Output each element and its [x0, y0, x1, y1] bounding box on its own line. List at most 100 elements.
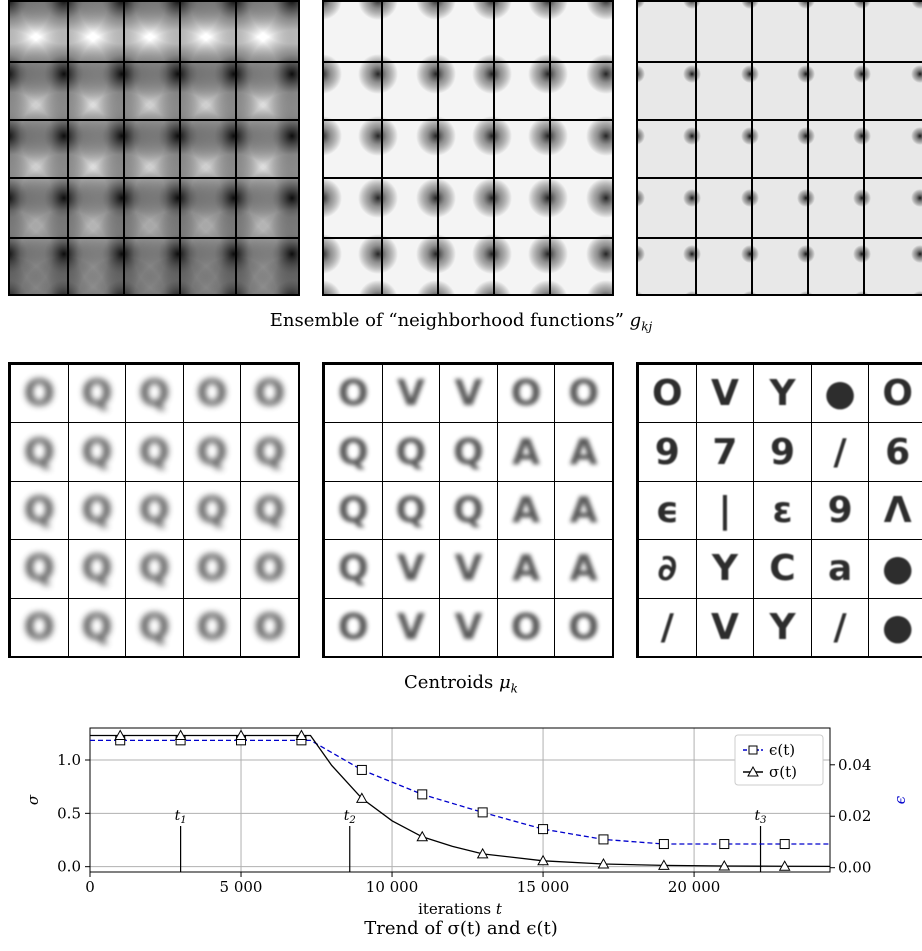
neighborhood-blob: [472, 234, 512, 274]
centroid-cell: Q: [67, 422, 127, 482]
neighborhood-blob: [324, 2, 342, 20]
centroid-glyph: 9: [654, 431, 680, 473]
chart-caption: Trend of σ(t) and ϵ(t): [364, 918, 558, 939]
neighborhood-blob: [358, 178, 398, 218]
centroid-cell: V: [381, 539, 441, 599]
sigma-marker: [355, 792, 368, 803]
neighborhood-blob: [797, 127, 815, 145]
centroid-glyph: O: [568, 606, 599, 648]
centroid-glyph: Q: [23, 431, 55, 473]
neighborhood-blob: [416, 2, 456, 20]
epsilon-marker: [658, 839, 669, 850]
plot-frame: [89, 727, 831, 873]
centroid-cell: Q: [67, 539, 127, 599]
neighborhood-blob: [853, 2, 871, 9]
centroid-cell: 7: [695, 422, 755, 482]
neighborhood-medium-image: [324, 2, 612, 294]
centroid-glyph: A: [512, 431, 541, 473]
centroid-cell: O: [10, 597, 69, 656]
centroid-cell: O: [182, 597, 242, 656]
neighborhood-blob: [358, 234, 398, 274]
sigma-marker: [658, 859, 670, 870]
neighborhood-blob: [741, 2, 759, 9]
series-line-epsilon: [90, 739, 830, 845]
centroid-cell: Q: [67, 597, 127, 656]
centroid-cell: O: [496, 364, 556, 424]
neighborhood-blob: [586, 54, 612, 94]
centroid-glyph: Q: [23, 548, 55, 590]
neighborhood-wide-image: [10, 2, 298, 294]
x-tick-label: 15 000: [517, 878, 570, 896]
neighborhood-blob: [528, 234, 568, 274]
neighborhood-blob: [586, 2, 612, 20]
neighborhood-blob: [683, 65, 701, 83]
neighborhood-blob: [911, 2, 922, 9]
legend-label: σ(t): [769, 763, 797, 781]
centroid-glyph: |: [718, 489, 732, 531]
epsilon-marker: [477, 807, 488, 818]
x-tick-label: 5 000: [220, 878, 263, 896]
centroid-cell: V: [439, 364, 498, 424]
centroid-cell: A: [554, 480, 612, 541]
centroid-cell: A: [554, 539, 612, 599]
neighborhood-blob: [911, 245, 922, 263]
neighborhood-blob: [248, 256, 298, 294]
centroid-cell: V: [439, 597, 498, 656]
neighborhood-blob: [638, 245, 645, 263]
centroid-cell: O: [182, 539, 242, 599]
centroid-cell: Q: [240, 480, 298, 541]
centroid-glyph: Q: [81, 606, 113, 648]
centroid-cell: V: [381, 364, 441, 424]
neighborhood-panel-1: [8, 0, 300, 296]
centroid-cell: /: [810, 422, 870, 482]
neighborhood-blob: [853, 65, 871, 83]
centroid-cell: Q: [10, 539, 69, 599]
annotation-label: t2: [344, 808, 356, 826]
neighborhood-blob: [586, 178, 612, 218]
neighborhood-blob: [358, 280, 398, 294]
centroid-cell: Q: [324, 539, 383, 599]
neighborhood-blob: [472, 2, 512, 20]
centroid-glyph: ∂: [657, 548, 678, 590]
sigma-marker: [174, 729, 187, 740]
centroid-cell: Q: [125, 539, 184, 599]
neighborhood-blob: [913, 291, 922, 294]
centroid-glyph: Q: [81, 431, 113, 473]
centroid-glyph: ●: [824, 373, 856, 415]
neighborhood-blob: [741, 127, 759, 145]
sigma-marker: [537, 854, 549, 866]
centroid-glyph: Y: [769, 606, 796, 648]
x-tick-label: 20 000: [668, 878, 721, 896]
y-left-tick-label: 0.5: [57, 804, 81, 822]
centroid-glyph: O: [651, 373, 683, 415]
centroids-caption: Centroids μk: [404, 672, 518, 696]
centroid-glyph: 9: [827, 489, 853, 531]
y-left-tick-label: 0.0: [57, 858, 81, 876]
centroid-glyph: V: [396, 606, 425, 648]
centroid-cell: A: [496, 480, 556, 541]
centroid-glyph: Q: [81, 373, 113, 415]
centroid-glyph: O: [510, 606, 542, 648]
centroid-glyph: Q: [254, 489, 285, 531]
sigma-marker: [597, 857, 610, 869]
centroid-glyph: Q: [337, 489, 369, 531]
centroid-cell: O: [182, 364, 242, 424]
neighborhood-blob: [358, 116, 398, 156]
centroid-cell: V: [695, 364, 755, 424]
centroid-cell: Q: [240, 422, 298, 482]
neighborhood-blob: [528, 280, 568, 294]
centroid-cell: O: [10, 364, 69, 424]
centroid-glyph: Λ: [883, 489, 912, 531]
neighborhood-blob: [472, 280, 512, 294]
neighborhood-blob: [911, 65, 922, 83]
neighborhood-panel-2: [322, 0, 614, 296]
centroid-glyph: Y: [769, 373, 796, 415]
legend-marker: [748, 745, 758, 755]
centroid-cell: Q: [125, 422, 184, 482]
centroid-cell: Q: [10, 422, 69, 482]
centroid-cell: 9: [810, 480, 870, 541]
centroid-cell: Q: [439, 422, 498, 482]
centroid-glyph: Q: [23, 489, 55, 531]
